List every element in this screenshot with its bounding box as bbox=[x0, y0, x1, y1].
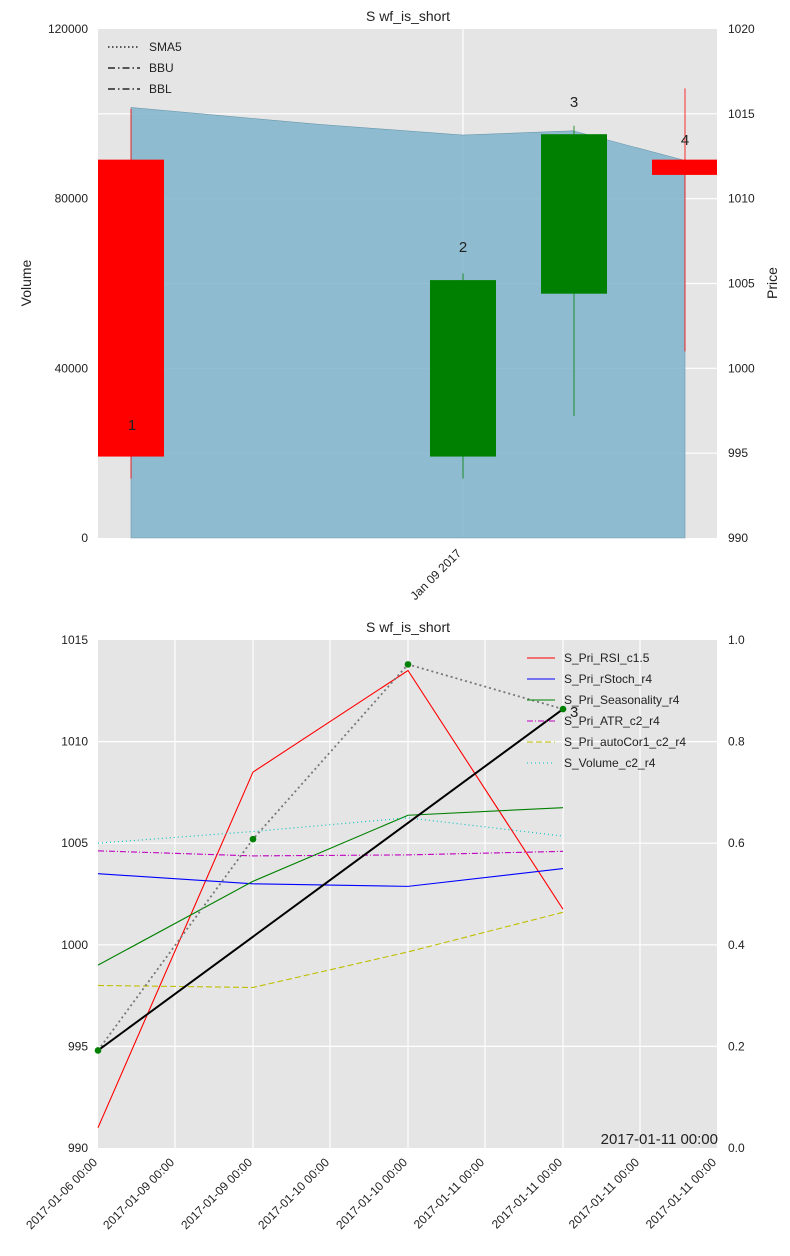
bottom-x-tick-label: 2017-01-11 00:00 bbox=[489, 1155, 565, 1231]
top-left-tick-labels: 0 40000 80000 120000 bbox=[48, 22, 88, 545]
top-right-tick-label: 1005 bbox=[728, 277, 755, 291]
top-left-tick-label: 40000 bbox=[55, 361, 89, 375]
top-right-tick-label: 1010 bbox=[728, 192, 755, 206]
candle-body bbox=[652, 159, 717, 175]
bottom-right-tick-label: 0.8 bbox=[728, 735, 745, 749]
bottom-x-tick-label: 2017-01-06 00:00 bbox=[23, 1155, 100, 1232]
bottom-left-tick-label: 1010 bbox=[61, 735, 88, 749]
candle-annotation: 3 bbox=[570, 94, 578, 111]
price-point bbox=[404, 661, 412, 668]
legend-label-bbl: BBL bbox=[149, 82, 172, 96]
top-right-tick-label: 1020 bbox=[728, 22, 755, 36]
bottom-x-tick-label: 2017-01-11 00:00 bbox=[411, 1155, 487, 1231]
candle-annotation: 1 bbox=[128, 417, 136, 434]
top-legend: SMA5 BBU BBL bbox=[108, 40, 182, 96]
price-point bbox=[249, 835, 257, 843]
series-line-5 bbox=[97, 911, 564, 989]
bottom-x-tick-label: 2017-01-10 00:00 bbox=[255, 1155, 332, 1232]
bottom-right-tick-labels: 0.0 0.2 0.4 0.6 0.8 1.0 bbox=[728, 633, 745, 1155]
bottom-gridlines bbox=[98, 640, 717, 1148]
price-dotted-line bbox=[97, 663, 564, 1051]
bottom-right-tick-label: 0.2 bbox=[728, 1039, 745, 1053]
bottom-x-tick-label: 2017-01-11 00:00 bbox=[643, 1155, 719, 1231]
legend-label-bbu: BBU bbox=[149, 61, 174, 75]
candle-body bbox=[98, 159, 164, 457]
series-line-2 bbox=[97, 868, 564, 887]
bottom-right-tick-label: 1.0 bbox=[728, 633, 745, 647]
top-right-tick-label: 1015 bbox=[728, 107, 755, 121]
top-right-tick-label: 990 bbox=[728, 531, 748, 545]
legend-label-5: S_Pri_autoCor1_c2_r4 bbox=[564, 735, 686, 749]
top-left-tick-label: 120000 bbox=[48, 22, 88, 36]
top-y-axis-label-right: Price bbox=[764, 267, 780, 299]
bottom-left-tick-label: 995 bbox=[68, 1039, 88, 1053]
top-right-tick-label: 1000 bbox=[728, 361, 755, 375]
bottom-panel: 990 995 1000 1005 1010 1015 0.0 0.2 0.4 0.6 0.8 1.… bbox=[23, 619, 745, 1232]
bottom-chart-title: S wf_is_short bbox=[366, 619, 450, 635]
indicator-series bbox=[97, 669, 564, 1128]
bottom-left-tick-label: 1005 bbox=[61, 836, 88, 850]
legend-label-6: S_Volume_c2_r4 bbox=[564, 756, 656, 770]
bottom-x-tick-label: 2017-01-10 00:00 bbox=[333, 1155, 410, 1232]
bottom-x-tick-label: 2017-01-09 00:00 bbox=[100, 1155, 177, 1232]
price-series bbox=[94, 661, 567, 1054]
series-line-1 bbox=[97, 669, 564, 1128]
legend-label-1: S_Pri_RSI_c1.5 bbox=[564, 651, 650, 665]
bottom-right-tick-label: 0.0 bbox=[728, 1141, 745, 1155]
candle-body bbox=[430, 280, 496, 457]
bottom-left-tick-label: 990 bbox=[68, 1141, 88, 1155]
candle-annotations: 1 2 3 4 bbox=[128, 94, 689, 434]
bottom-x-tick-label: 2017-01-09 00:00 bbox=[178, 1155, 255, 1232]
bottom-left-tick-label: 1015 bbox=[61, 633, 88, 647]
legend-label-4: S_Pri_ATR_c2_r4 bbox=[564, 714, 660, 728]
top-left-tick-label: 80000 bbox=[55, 192, 89, 206]
candle-annotation: 2 bbox=[459, 239, 467, 256]
candles bbox=[98, 88, 717, 479]
series-line-4 bbox=[97, 850, 564, 857]
series-line-3 bbox=[97, 807, 564, 966]
top-chart-title: S wf_is_short bbox=[366, 8, 450, 24]
top-left-tick-label: 0 bbox=[81, 531, 88, 545]
top-x-tick-label: Jan 09 2017 bbox=[408, 546, 465, 603]
bottom-right-tick-label: 0.4 bbox=[728, 938, 745, 952]
price-point bbox=[559, 705, 567, 713]
top-panel: 1 2 3 4 0 40000 80000 120000 990 995 1000 1005 101… bbox=[18, 8, 780, 603]
legend-label-2: S_Pri_rStoch_r4 bbox=[564, 672, 652, 686]
bottom-left-tick-labels: 990 995 1000 1005 1010 1015 bbox=[61, 633, 88, 1155]
trend-line bbox=[97, 708, 564, 1052]
bottom-legend: S_Pri_RSI_c1.5 S_Pri_rStoch_r4 S_Pri_Seaso… bbox=[527, 651, 686, 770]
point-annotation: 3 bbox=[570, 704, 578, 721]
top-right-tick-label: 995 bbox=[728, 446, 748, 460]
bottom-left-tick-label: 1000 bbox=[61, 938, 88, 952]
top-y-axis-label-left: Volume bbox=[18, 259, 34, 306]
bottom-x-tick-labels: 2017-01-06 00:00 2017-01-09 00:00 2017-01-… bbox=[23, 1155, 719, 1232]
bottom-right-tick-label: 0.6 bbox=[728, 836, 745, 850]
legend-label-3: S_Pri_Seasonality_r4 bbox=[564, 693, 680, 707]
candle-annotation: 4 bbox=[681, 132, 689, 149]
corner-date-text: 2017-01-11 00:00 bbox=[601, 1131, 718, 1148]
price-point bbox=[94, 1047, 102, 1054]
candle-body bbox=[541, 134, 607, 294]
legend-label-sma5: SMA5 bbox=[149, 40, 182, 54]
top-right-tick-labels: 990 995 1000 1005 1010 1015 1020 bbox=[728, 22, 755, 545]
bottom-x-tick-label: 2017-01-11 00:00 bbox=[566, 1155, 642, 1231]
